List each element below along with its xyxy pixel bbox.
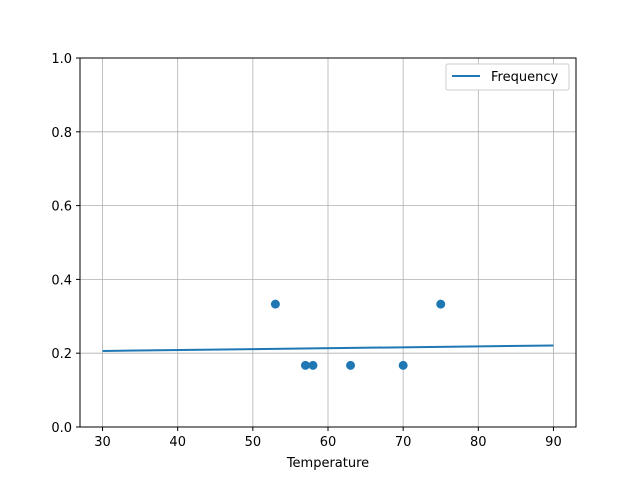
scatter-point — [346, 360, 356, 370]
y-tick-label: 0.0 — [51, 421, 72, 436]
y-tick-label: 0.6 — [51, 200, 72, 215]
x-tick-label: 90 — [545, 435, 562, 450]
y-tick-label: 0.4 — [51, 273, 72, 288]
scatter-point — [300, 360, 310, 370]
x-tick-label: 60 — [320, 435, 337, 450]
x-tick-label: 70 — [395, 435, 412, 450]
x-axis-label: Temperature — [286, 456, 369, 471]
frequency-line — [102, 344, 554, 352]
ticks: 30 40 50 60 70 80 90 0.0 0.2 0.4 0.6 0.8 1.0 — [51, 52, 561, 450]
x-tick-label: 50 — [245, 435, 262, 450]
scatter-point — [436, 299, 446, 309]
scatter-point — [308, 360, 318, 370]
y-tick-label: 0.2 — [51, 347, 72, 362]
scatter-point — [398, 360, 408, 370]
grid — [80, 57, 576, 428]
legend-box — [445, 63, 570, 91]
y-tick-label: 1.0 — [51, 52, 72, 67]
legend: Frequency — [445, 63, 570, 91]
scatter-point — [270, 299, 280, 309]
x-tick-label: 40 — [169, 435, 186, 450]
marks — [102, 299, 554, 370]
x-tick-label: 30 — [94, 435, 111, 450]
x-tick-label: 80 — [470, 435, 487, 450]
legend-label: Frequency — [491, 70, 558, 85]
y-tick-label: 0.8 — [51, 126, 72, 141]
